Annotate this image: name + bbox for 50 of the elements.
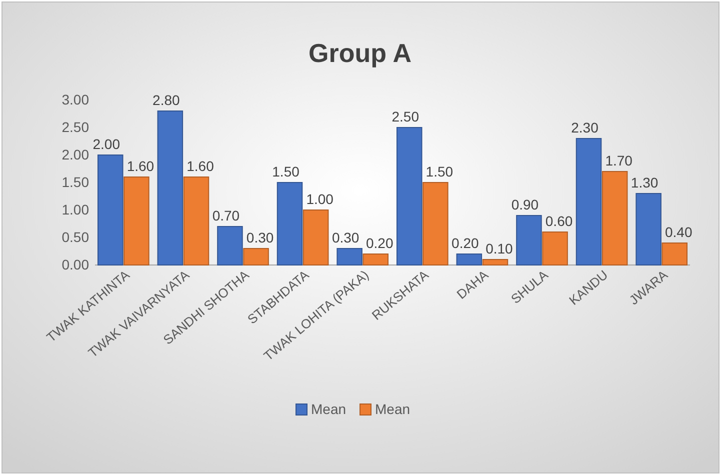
data-label: 2.00 xyxy=(92,136,120,152)
data-label: 0.20 xyxy=(452,235,479,251)
y-tick-label: 2.00 xyxy=(62,146,90,162)
data-label: 0.30 xyxy=(332,230,360,246)
bar xyxy=(602,171,628,266)
bar xyxy=(243,248,269,266)
data-label: 0.70 xyxy=(212,208,240,224)
bar xyxy=(456,254,482,266)
chart-title: Group A xyxy=(308,38,412,68)
data-label: 1.00 xyxy=(306,191,334,207)
bar xyxy=(662,242,688,266)
y-tick-label: 1.00 xyxy=(62,201,90,218)
bar xyxy=(276,182,303,266)
data-label: 2.50 xyxy=(392,108,420,124)
data-label: 0.30 xyxy=(246,230,274,246)
bar xyxy=(516,215,542,266)
y-tick-label: 1.50 xyxy=(62,174,90,190)
data-label: 1.50 xyxy=(272,164,300,180)
y-tick-label: 0.00 xyxy=(62,256,90,272)
data-label: 2.80 xyxy=(152,92,180,108)
bar xyxy=(636,193,662,266)
bar xyxy=(336,248,362,266)
data-label: 1.60 xyxy=(186,158,214,174)
bar xyxy=(183,176,210,266)
bar xyxy=(576,138,602,266)
data-label: 0.40 xyxy=(665,224,692,240)
bar xyxy=(157,110,184,266)
bar xyxy=(302,210,329,266)
bar xyxy=(542,232,568,266)
bar xyxy=(362,254,389,266)
data-label: 1.50 xyxy=(426,164,454,180)
bar xyxy=(217,226,243,266)
bar xyxy=(124,176,150,266)
y-tick-label: 2.50 xyxy=(62,118,90,135)
data-label: 0.20 xyxy=(366,235,394,251)
bar xyxy=(422,182,448,266)
data-label: 0.10 xyxy=(486,240,514,256)
bar xyxy=(396,127,422,266)
legend-label: Mean xyxy=(311,401,346,417)
y-tick-label: 3.00 xyxy=(62,91,90,108)
data-label: 1.60 xyxy=(126,158,154,174)
legend-label: Mean xyxy=(375,401,410,417)
data-label: 1.70 xyxy=(605,152,633,168)
bar xyxy=(97,154,124,266)
y-tick-label: 0.50 xyxy=(62,228,90,245)
data-label: 1.30 xyxy=(630,174,658,190)
data-label: 0.90 xyxy=(511,196,539,212)
bar xyxy=(482,259,508,266)
data-label: 0.60 xyxy=(545,213,573,229)
data-label: 2.30 xyxy=(571,120,599,136)
